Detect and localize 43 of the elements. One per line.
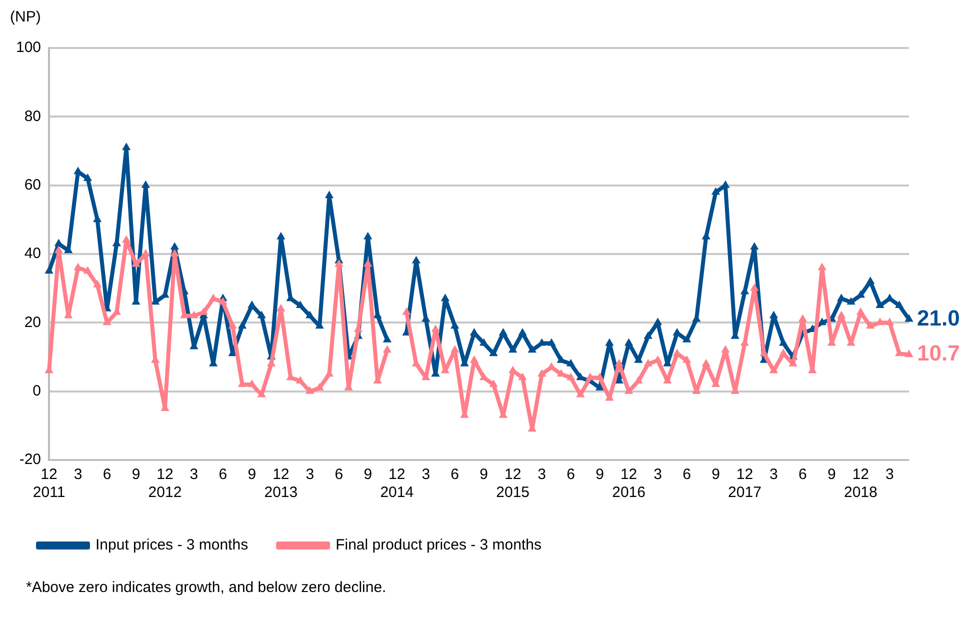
- x-tick-label: 12 2014: [380, 466, 414, 502]
- x-tick-label: 12 2015: [496, 466, 530, 502]
- x-tick-label: 6: [334, 466, 344, 484]
- x-tick-label: 9: [828, 466, 836, 484]
- x-tick-label: 9: [480, 466, 488, 484]
- x-tick-label: 9: [712, 466, 720, 484]
- y-tick-label: 60: [24, 176, 42, 194]
- x-tick-label: 3: [770, 466, 778, 484]
- x-tick-label: 6: [798, 466, 807, 484]
- x-tick-label: 12 2011: [32, 466, 66, 502]
- x-tick-label: 12 2016: [612, 466, 646, 502]
- y-tick-label: 40: [24, 245, 42, 262]
- text: *Above zero indicates growth, and below zero decline.: [26, 579, 388, 596]
- y-tick-label: 0: [32, 382, 42, 400]
- data-label: 10.7: [917, 340, 960, 366]
- x-tick-label: 3: [886, 466, 894, 484]
- x-tick-label: 3: [190, 466, 198, 484]
- y-axis-title: (NP): [10, 8, 41, 26]
- x-tick-label: 12 2012: [148, 466, 182, 502]
- y-tick-label: 20: [24, 314, 42, 331]
- data-label: 21.0: [917, 305, 960, 330]
- x-tick-label: 3: [654, 466, 662, 484]
- x-tick-label: 12 2018: [844, 466, 878, 502]
- legend-label: Input prices - 3 months: [96, 536, 248, 554]
- x-tick-label: 9: [596, 466, 604, 484]
- x-tick-label: 3: [422, 466, 430, 484]
- x-tick-label: 12 2017: [728, 466, 762, 502]
- x-tick-label: 12 2013: [264, 466, 298, 502]
- x-tick-label: 6: [218, 466, 228, 484]
- x-tick-label: 6: [102, 466, 112, 484]
- x-tick-label: 3: [538, 466, 546, 484]
- y-tick-label: -20: [19, 451, 42, 468]
- x-tick-label: 6: [682, 466, 691, 484]
- x-tick-label: 9: [364, 466, 372, 484]
- x-tick-label: 3: [74, 466, 82, 484]
- y-tick-label: 100: [16, 39, 42, 56]
- x-tick-label: 9: [132, 466, 140, 484]
- x-tick-label: 9: [248, 466, 256, 484]
- x-tick-label: 3: [306, 466, 314, 484]
- legend-label: Final product prices - 3 months: [336, 536, 542, 554]
- y-tick-label: 80: [24, 108, 42, 125]
- x-tick-label: 6: [450, 466, 460, 484]
- x-tick-label: 6: [566, 466, 575, 484]
